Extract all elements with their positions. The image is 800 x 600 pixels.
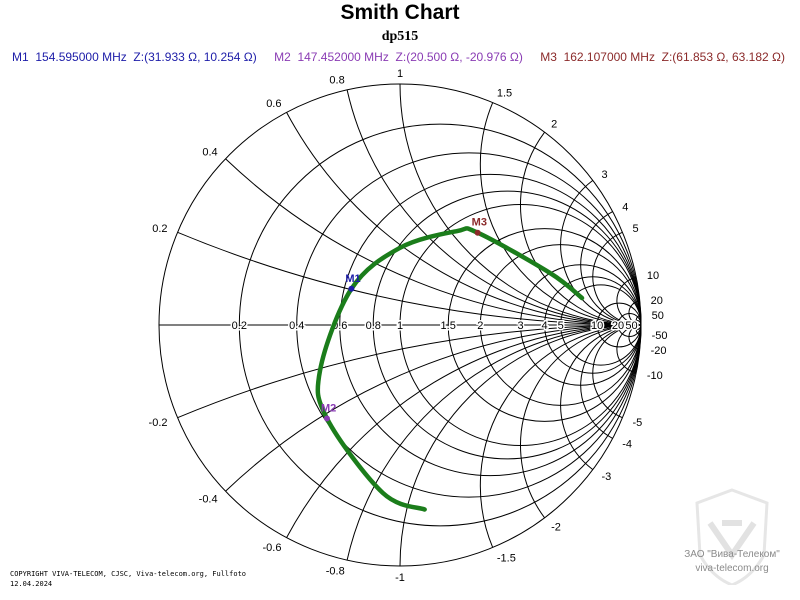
marker-readout-m2: M2 147.452000 MHz Z:(20.500 Ω, -20.976 Ω…	[274, 50, 523, 64]
resistance-label: 2	[477, 320, 483, 332]
chart-title: Smith Chart	[340, 1, 460, 24]
reactance-arc	[560, 324, 642, 470]
marker-tag-m2: M2	[321, 402, 336, 414]
reactance-label: -0.6	[263, 542, 282, 554]
marker-tag-m3: M3	[472, 217, 487, 229]
resistance-label: 0.8	[366, 320, 381, 332]
reactance-arc	[580, 324, 642, 439]
reactance-arc	[616, 276, 642, 326]
marker-frequency: 154.595000 MHz	[35, 50, 127, 64]
axis-labels: 0.2 0.4 0.6 0.8 1 1.5 2 3 4 5 10 20 500.20.40.60.811…	[149, 68, 668, 584]
chart-subtitle: dp515	[381, 29, 419, 44]
reactance-label: 0.2	[152, 223, 167, 235]
reactance-arc	[286, 324, 642, 538]
marker-tag-m1: M1	[345, 273, 360, 285]
reactance-label: -2	[551, 521, 561, 533]
marker-m1[interactable]	[348, 285, 355, 292]
reactance-label: 1.5	[497, 88, 512, 100]
marker-points: M1 M2 M3	[321, 217, 487, 422]
reactance-arc	[399, 83, 642, 326]
marker-label: M3	[540, 50, 557, 64]
reactance-label: 3	[601, 169, 607, 181]
resistance-label: 50	[625, 320, 637, 332]
marker-readout: M1 154.595000 MHz Z:(31.933 Ω, 10.254 Ω)…	[12, 50, 799, 64]
copyright-notice: COPYRIGHT VIVA-TELECOM, CJSC, Viva-telec…	[10, 569, 246, 589]
reactance-arc	[346, 324, 642, 561]
reactance-label: -20	[651, 345, 667, 357]
marker-frequency: 147.452000 MHz	[297, 50, 389, 64]
marker-label: M2	[274, 50, 291, 64]
resistance-label: 0.4	[289, 320, 304, 332]
resistance-label: 10	[591, 320, 603, 332]
reactance-arc	[479, 102, 642, 326]
reactance-label: -3	[601, 471, 611, 483]
reactance-arc	[520, 324, 642, 519]
reactance-arc	[177, 231, 642, 326]
reactance-label: -0.8	[326, 566, 345, 578]
reactance-label: 5	[632, 223, 638, 235]
reactance-label: 50	[652, 310, 664, 322]
marker-impedance: Z:(31.933 Ω, 10.254 Ω)	[133, 50, 257, 64]
marker-readout-m1: M1 154.595000 MHz Z:(31.933 Ω, 10.254 Ω)	[12, 50, 257, 64]
reactance-label: 0.8	[329, 74, 344, 86]
marker-m3[interactable]	[474, 229, 481, 236]
impedance-trace	[315, 226, 585, 512]
reactance-label: -10	[647, 370, 663, 382]
reactance-arc	[560, 180, 642, 326]
reactance-label: -4	[622, 439, 632, 451]
reactance-arc	[225, 324, 642, 492]
shield-logo-icon	[695, 488, 769, 585]
reactance-arc	[177, 324, 642, 419]
marker-readout-m3: M3 162.107000 MHz Z:(61.853 Ω, 63.182 Ω)	[540, 50, 785, 64]
marker-frequency: 162.107000 MHz	[563, 50, 655, 64]
reactance-arc	[592, 324, 642, 419]
company-watermark: ЗАО "Вива-Телеком" viva-telecom.org	[672, 485, 792, 585]
reactance-label: 0.6	[266, 98, 281, 110]
reactance-arc	[225, 158, 642, 326]
resistance-label: 3	[517, 320, 523, 332]
copyright-date: 12.04.2024	[10, 580, 53, 588]
marker-impedance: Z:(20.500 Ω, -20.976 Ω)	[395, 50, 523, 64]
reactance-arc	[628, 324, 642, 350]
reactance-label: -50	[652, 330, 668, 342]
reactance-label: 1	[397, 68, 403, 80]
resistance-label: 20	[612, 320, 624, 332]
resistance-label: 5	[558, 320, 564, 332]
marker-impedance: Z:(61.853 Ω, 63.182 Ω)	[661, 50, 785, 64]
reactance-label: -1	[395, 572, 405, 584]
copyright-text: COPYRIGHT VIVA-TELECOM, CJSC, Viva-telec…	[10, 570, 247, 578]
company-name: ЗАО "Вива-Телеком"	[684, 549, 780, 560]
reactance-arc	[399, 324, 642, 567]
resistance-label: 4	[542, 320, 548, 332]
reactance-label: -5	[632, 417, 642, 429]
reactance-label: 10	[647, 270, 659, 282]
marker-label: M1	[12, 50, 29, 64]
reactance-arc	[616, 324, 642, 374]
reactance-label: 0.4	[202, 146, 217, 158]
reactance-arc	[346, 89, 642, 326]
reactance-label: -0.2	[149, 417, 168, 429]
reactance-label: 4	[622, 201, 628, 213]
reactance-arc	[479, 324, 642, 548]
resistance-label: 0.2	[232, 320, 247, 332]
resistance-label: 1	[397, 320, 403, 332]
resistance-label: 1.5	[441, 320, 456, 332]
reactance-arc	[520, 131, 642, 326]
reactance-label: 20	[651, 295, 663, 307]
reactance-label: 2	[551, 119, 557, 131]
company-site: viva-telecom.org	[695, 563, 769, 574]
reactance-arc	[580, 211, 642, 326]
reactance-label: -0.4	[199, 494, 218, 506]
reactance-arc	[628, 300, 642, 326]
marker-m2[interactable]	[323, 415, 330, 422]
reactance-arc	[592, 231, 642, 326]
trace-line	[315, 226, 585, 512]
reactance-label: -1.5	[497, 552, 516, 564]
reactance-arc	[286, 112, 642, 326]
